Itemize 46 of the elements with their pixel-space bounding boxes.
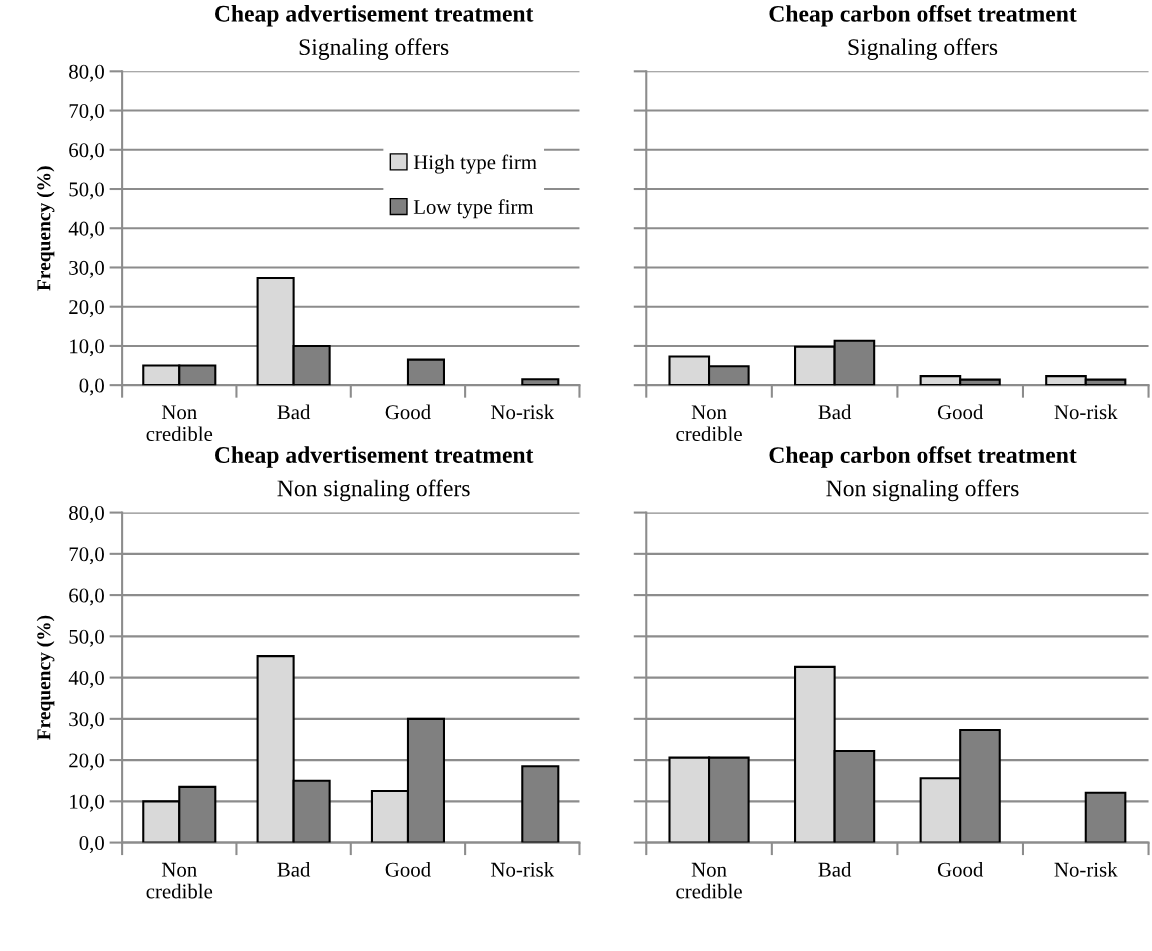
x-tick-label: Good [385,404,431,420]
y-tick-label: 20,0 [69,300,104,318]
y-tick-label: 50,0 [69,629,104,647]
x-tick-label: Good [937,404,984,420]
chart-subtitle: Signaling offers [848,38,998,60]
y-tick-label: 0,0 [79,835,104,854]
chart-subtitle: Non signaling offers [277,479,470,502]
x-tick-label: Non credible [676,405,742,442]
x-tick-label: Good [937,862,984,877]
y-tick-label: 50,0 [69,182,104,200]
y-tick-label: 70,0 [69,547,104,565]
y-axis-title: Frequency (%) [36,166,55,291]
y-tick-label: 10,0 [70,794,104,812]
x-tick-label: No-risk [1054,404,1118,420]
x-tick-label: No-risk [491,404,555,420]
chart-subtitle: Signaling offers [299,38,449,60]
y-tick-label: 70,0 [69,103,104,121]
chart-title: Cheap advertisement treatment [215,5,534,27]
x-tick-label: Bad [277,404,311,420]
y-tick-label: 60,0 [69,588,104,606]
y-axis-title: Frequency (%) [36,615,55,740]
x-tick-label: Bad [818,862,852,877]
y-tick-label: 80,0 [69,64,104,82]
y-tick-label: 10,0 [70,339,104,357]
x-tick-label: Non credible [676,862,742,899]
legend-label: High type firm [413,154,537,174]
x-tick-label: Bad [277,862,311,877]
x-tick-label: Non credible [146,862,213,899]
y-tick-label: 20,0 [69,753,104,771]
x-tick-label: Good [385,862,431,877]
y-tick-label: 40,0 [68,670,104,689]
x-tick-label: No-risk [491,862,555,877]
y-tick-label: 80,0 [69,505,104,524]
chart-title: Cheap advertisement treatment [215,446,534,468]
y-tick-label: 30,0 [69,712,104,730]
x-tick-label: Non credible [146,405,213,442]
y-tick-label: 30,0 [69,260,104,278]
x-tick-label: Bad [818,404,852,420]
chart-subtitle: Non signaling offers [826,479,1019,502]
y-tick-label: 0,0 [79,378,104,396]
y-tick-label: 60,0 [69,143,104,161]
x-tick-label: No-risk [1054,862,1118,877]
chart-title: Cheap carbon offset treatment [769,4,1077,27]
y-tick-label: 40,0 [68,221,104,239]
legend-label: Low type firm [413,199,534,219]
chart-title: Cheap carbon offset treatment [769,446,1077,468]
